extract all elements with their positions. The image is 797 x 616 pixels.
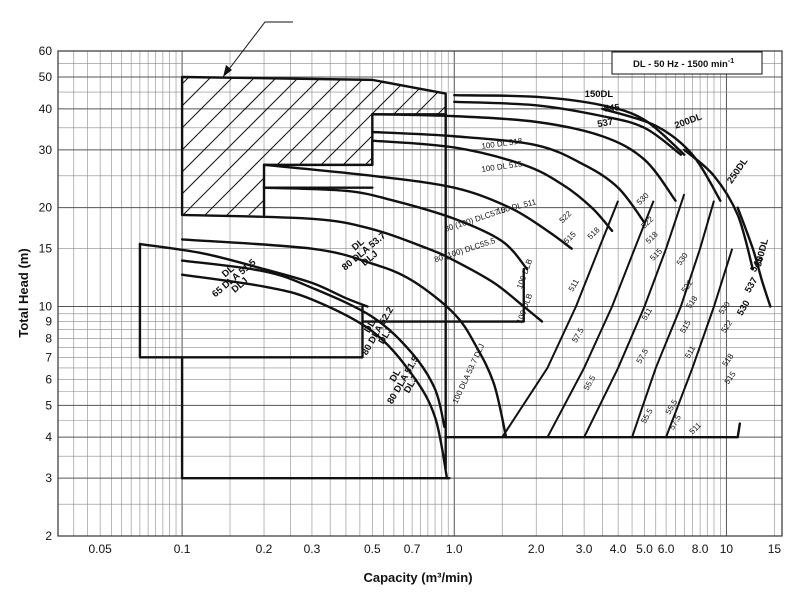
series-curve [138, 242, 369, 308]
y-tick-label: 2 [45, 529, 52, 543]
family-line [501, 200, 620, 438]
x-tick-label: 0.05 [88, 542, 112, 556]
y-tick-label: 6 [45, 372, 52, 386]
title-box: DL - 50 Hz - 1500 min-1 [611, 51, 763, 75]
x-tick-label: 6.0 [658, 542, 675, 556]
y-axis-label: Total Head (m) [16, 248, 31, 337]
x-tick-label: 0.1 [174, 542, 191, 556]
family-line [583, 193, 686, 438]
series-curve [736, 206, 772, 308]
family-line [546, 200, 655, 438]
hatch-line [182, 76, 285, 215]
title-box-text: DL - 50 Hz - 1500 min-1 [633, 58, 734, 70]
title-box-sup: -1 [728, 58, 734, 65]
y-tick-label: 4 [45, 430, 52, 444]
x-tick-label: 0.5 [364, 542, 381, 556]
y-tick-label: 8 [45, 331, 52, 345]
series-curve [453, 100, 683, 156]
x-tick-label: 0.3 [304, 542, 321, 556]
series-curve [453, 94, 686, 156]
series-curve [180, 238, 508, 439]
performance-curves [138, 94, 772, 480]
series-label-line: 537 [596, 117, 614, 131]
y-tick-labels: 2 3 4 5 6 7 8 9 10 15 20 30 40 50 60 [39, 44, 53, 543]
x-tick-label: 15 [768, 542, 782, 556]
envelope-line [180, 75, 447, 471]
x-tick-label: 0.2 [256, 542, 273, 556]
y-tick-label: 60 [39, 44, 53, 58]
y-tick-label: 10 [39, 299, 53, 313]
x-tick-labels: 0.05 0.1 0.2 0.3 0.5 0.7 1.0 2.0 3.0 4.0 5.0 6.0 8.0… [88, 542, 781, 556]
plot-frame [57, 50, 783, 537]
hatch-line [182, 76, 241, 215]
envelope-line [444, 422, 742, 439]
series-curve [180, 259, 446, 429]
y-tick-label: 20 [39, 201, 53, 215]
y-tick-label: 7 [45, 350, 52, 364]
series-curve [262, 163, 573, 250]
callout-arrow [222, 21, 293, 78]
series-curve [180, 213, 544, 323]
x-tick-label: 2.0 [528, 542, 545, 556]
family-line [631, 200, 715, 438]
x-axis-label: Capacity (m³/min) [363, 570, 472, 585]
callout-leader-line [222, 21, 293, 78]
x-tick-label: 1.0 [446, 542, 463, 556]
x-tick-label: 3.0 [576, 542, 593, 556]
title-box-frame [611, 51, 763, 75]
envelope-line [361, 267, 525, 323]
hatch-line [189, 76, 351, 215]
hatch-line [233, 76, 395, 215]
series-curve [371, 113, 677, 202]
x-tick-label: 5.0 [636, 542, 653, 556]
hatch-line [182, 76, 263, 215]
series-curve [601, 107, 722, 202]
series-curve [371, 130, 646, 224]
series-label: 545 [603, 102, 621, 115]
y-tick-label: 3 [45, 471, 52, 485]
hatch-line [182, 76, 219, 215]
series-label: 150DL [585, 89, 614, 100]
series-curve [180, 273, 449, 480]
envelope-line [138, 242, 364, 359]
x-tick-label: 10 [720, 542, 734, 556]
y-tick-label: 9 [45, 315, 52, 329]
y-tick-label: 50 [39, 70, 53, 84]
series-label-line: 150DL [585, 89, 614, 100]
y-tick-label: 30 [39, 143, 53, 157]
family-line [665, 248, 734, 438]
y-tick-label: 40 [39, 102, 53, 116]
x-tick-label: 0.7 [404, 542, 421, 556]
x-tick-label: 4.0 [610, 542, 627, 556]
hatch-line [182, 76, 307, 215]
title-box-main: DL - 50 Hz - 1500 min [633, 59, 728, 70]
series-curve [262, 186, 529, 271]
series-curve [371, 139, 614, 233]
x-tick-label: 8.0 [692, 542, 709, 556]
y-tick-label: 15 [39, 242, 53, 256]
callout-arrowhead [223, 65, 232, 77]
series-curve [683, 148, 755, 271]
series-label-line: 545 [603, 102, 621, 115]
series-label: 537 [596, 117, 614, 131]
y-tick-label: 5 [45, 398, 52, 412]
hatch-line [211, 76, 373, 215]
hatch-line [182, 76, 329, 215]
